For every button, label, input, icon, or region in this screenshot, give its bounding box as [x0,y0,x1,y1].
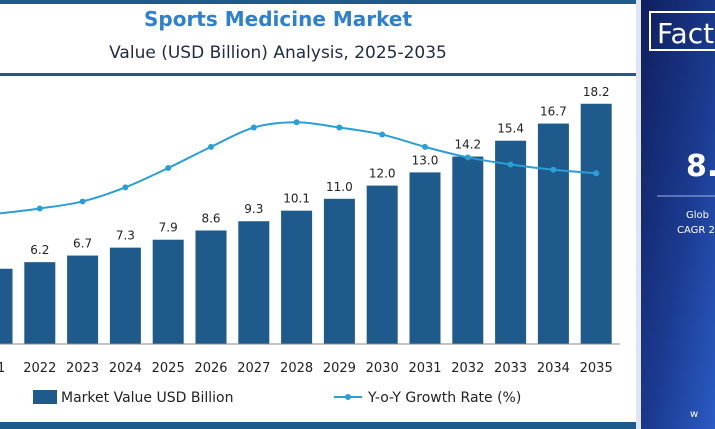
legend-bar-swatch [33,390,57,404]
side-panel: Fact 8. Glob CAGR 2 w [636,0,715,429]
side-panel-edge [636,0,641,429]
bar-2023 [67,255,99,344]
legend: Market Value USD Billion Y-o-Y Growth Ra… [33,390,521,406]
x-tick-2026: 2026 [194,361,227,376]
bottom-frame-line [0,422,636,429]
bar-2035 [580,103,612,344]
x-tick-2032: 2032 [451,361,484,376]
bar-label-2031: 13.0 [412,153,439,167]
legend-bar-label: Market Value USD Billion [61,390,233,406]
growth-point-2031 [422,143,428,150]
bar-2028 [281,210,313,344]
x-tick-2035: 2035 [580,361,613,376]
cagr-big-number: 8. [686,149,715,184]
growth-point-2027 [250,124,257,131]
bar-label-2021: 7 [0,250,1,264]
bar-2026 [195,230,227,344]
growth-line-group [0,119,600,215]
bar-2033 [495,140,527,344]
side-panel-footer: w [690,409,698,420]
growth-point-2032 [464,154,471,161]
side-panel-line2: CAGR 2 [677,225,715,236]
growth-point-2028 [293,119,300,126]
bar-2032 [452,156,484,344]
growth-point-2034 [550,166,557,173]
x-ticks-group: 21 2022 2023 2024 2025 2026 2027 2028 2029 2030 20… [0,361,613,376]
bar-label-2033: 15.4 [497,122,524,136]
x-tick-2021: 21 [0,361,5,376]
bar-2021 [0,268,13,344]
chart-top-rule [0,73,636,76]
legend-line-label: Y-o-Y Growth Rate (%) [367,390,521,406]
x-tick-2033: 2033 [494,361,527,376]
bar-2030 [366,185,398,344]
bar-label-2034: 16.7 [540,105,567,119]
side-panel-line1: Glob [686,210,709,221]
bar-label-2022: 6.2 [30,243,49,257]
x-tick-2027: 2027 [237,361,270,376]
logo-text: Fact [657,17,714,50]
legend-line-marker [345,394,351,400]
bar-label-2026: 8.6 [201,211,220,225]
bar-label-2030: 12.0 [369,167,396,181]
x-tick-2028: 2028 [280,361,313,376]
x-tick-2023: 2023 [66,361,99,376]
x-tick-2025: 2025 [152,361,185,376]
growth-point-2025 [165,165,172,171]
bar-2034 [537,123,569,344]
bar-2029 [323,198,355,344]
bar-2031 [409,172,441,344]
x-tick-2029: 2029 [323,361,356,376]
bar-label-2029: 11.0 [326,180,353,194]
growth-point-2024 [122,184,129,191]
growth-point-2026 [208,143,214,150]
bar-label-2025: 7.9 [159,221,178,235]
bar-2024 [109,247,141,344]
x-tick-2034: 2034 [537,361,570,376]
x-tick-2031: 2031 [408,361,441,376]
growth-point-2030 [379,131,386,138]
top-frame-line [0,0,636,4]
bar-label-2032: 14.2 [454,138,481,152]
growth-point-2033 [507,161,514,168]
bar-label-2023: 6.7 [73,237,92,251]
growth-point-2029 [336,124,343,131]
bar-2027 [238,221,270,344]
x-tick-2030: 2030 [366,361,399,376]
growth-point-2022 [36,205,43,212]
bar-labels-group: 7 6.2 6.7 7.3 7.9 8.6 9.3 10.1 11.0 12.0 13.0 14.2 1… [0,85,610,264]
bar-2022 [24,262,56,344]
side-panel-bg [641,0,715,429]
bar-label-2027: 9.3 [244,202,263,216]
bar-label-2035: 18.2 [583,85,610,99]
bar-label-2028: 10.1 [283,192,310,206]
chart-title: Sports Medicine Market [144,7,412,31]
chart-subtitle: Value (USD Billion) Analysis, 2025-2035 [109,43,447,63]
x-tick-2024: 2024 [109,361,142,376]
bar-label-2024: 7.3 [116,229,135,243]
growth-point-2023 [79,198,86,205]
logo-box [649,11,715,51]
bar-2025 [152,239,184,344]
growth-point-2035 [593,170,600,177]
x-tick-2022: 2022 [23,361,56,376]
bars-group [0,103,612,344]
